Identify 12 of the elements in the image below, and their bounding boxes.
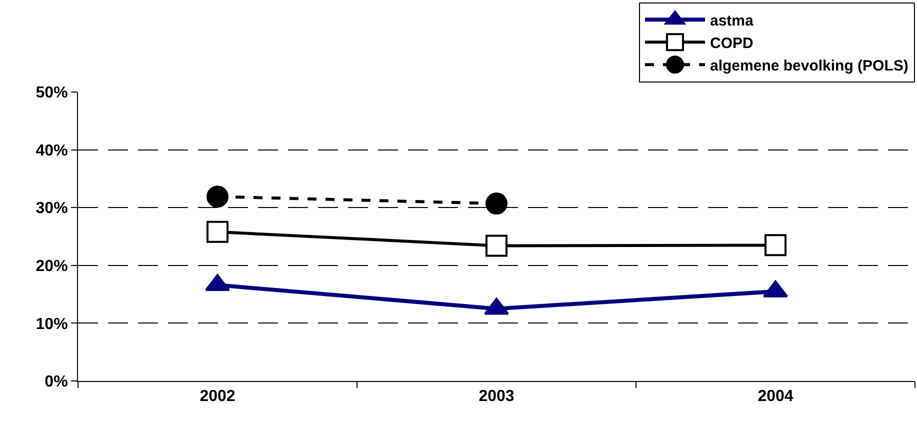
x-tick-label: 2003 [478,388,514,406]
x-tick-label: 2004 [758,388,794,406]
y-tick-label: 40% [36,142,68,160]
x-tick-label: 2002 [200,388,236,406]
y-tick-label: 0% [44,374,68,391]
legend-label: COPD [710,35,754,52]
y-tick-label: 30% [36,200,68,218]
legend-label: algemene bevolking (POLS) [710,58,908,75]
y-tick-label: 50% [36,84,68,102]
legend-label: astma [710,12,754,30]
y-tick-label: 20% [36,258,68,275]
y-tick-label: 10% [36,316,68,333]
